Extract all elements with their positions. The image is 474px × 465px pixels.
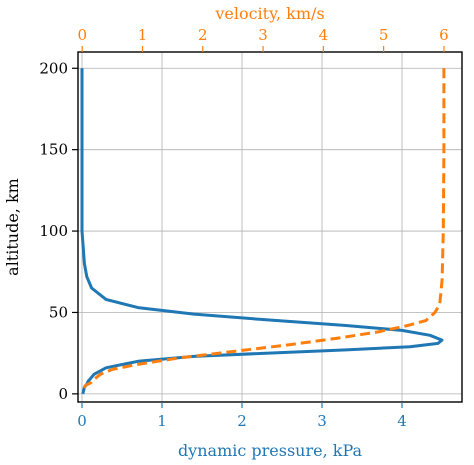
grid-layer xyxy=(78,52,462,402)
pressure-series-line xyxy=(80,68,444,395)
tick-layer: 0 1 2 3 4 0 1 2 3 4 5 6 0 50 100 150 200 xyxy=(39,26,448,430)
x-bottom-tick-label: 1 xyxy=(157,412,167,430)
top-axis-title: velocity, km/s xyxy=(214,4,324,23)
y-tick-label: 50 xyxy=(49,303,68,321)
x-top-tick-label: 4 xyxy=(319,26,329,44)
bottom-axis-title: dynamic pressure, kPa xyxy=(178,441,363,460)
velocity-series-line xyxy=(81,68,446,393)
x-bottom-tick-label: 0 xyxy=(77,412,87,430)
x-top-tick-label: 3 xyxy=(258,26,268,44)
y-tick-label: 200 xyxy=(39,59,68,77)
y-tick-label: 100 xyxy=(39,222,68,240)
y-tick-label: 150 xyxy=(39,141,68,159)
x-top-tick-label: 1 xyxy=(138,26,148,44)
y-axis-title: altitude, km xyxy=(3,178,22,276)
y-tick-label: 0 xyxy=(58,385,68,403)
x-bottom-tick-label: 3 xyxy=(317,412,327,430)
x-bottom-tick-label: 2 xyxy=(237,412,247,430)
x-top-tick-label: 6 xyxy=(439,26,449,44)
x-top-tick-label: 0 xyxy=(77,26,87,44)
series-layer xyxy=(80,68,446,395)
x-top-tick-label: 2 xyxy=(198,26,208,44)
plot-frame xyxy=(77,51,463,403)
x-top-tick-label: 5 xyxy=(379,26,389,44)
x-bottom-tick-label: 4 xyxy=(397,412,407,430)
